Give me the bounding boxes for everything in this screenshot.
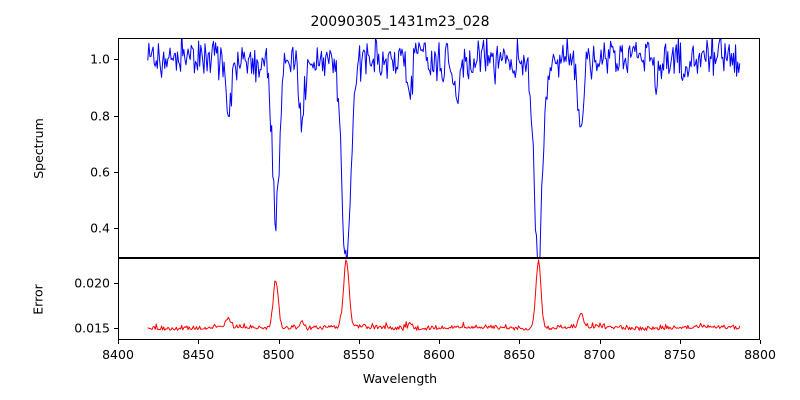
error-plot-panel xyxy=(118,258,760,340)
wavelength-xtick-label: 8600 xyxy=(423,347,455,362)
wavelength-xtick-label: 8550 xyxy=(342,347,375,362)
wavelength-axis-label: Wavelength xyxy=(362,371,438,386)
wavelength-xtick-mark xyxy=(519,340,521,344)
wavelength-xtick-label: 8400 xyxy=(102,347,134,362)
wavelength-xtick-label: 8800 xyxy=(744,347,776,362)
spectrum-ytick-mark xyxy=(114,59,118,61)
wavelength-xtick-label: 8650 xyxy=(503,347,536,362)
wavelength-xtick-mark xyxy=(278,340,280,344)
spectrum-ytick-mark xyxy=(114,115,118,117)
spectrum-ytick-label: 0.4 xyxy=(90,220,110,236)
error-ytick-mark xyxy=(114,283,118,285)
spectrum-plot-panel xyxy=(118,38,760,258)
wavelength-xtick-mark xyxy=(760,340,762,344)
error-ytick-label: 0.015 xyxy=(74,320,110,335)
spectrum-ytick-mark xyxy=(114,172,118,174)
error-line xyxy=(147,259,741,331)
error-ytick-mark xyxy=(114,327,118,329)
wavelength-xtick-mark xyxy=(198,340,200,344)
spectrum-curve-canvas xyxy=(147,39,741,257)
wavelength-xtick-mark xyxy=(679,340,681,344)
wavelength-xtick-label: 8750 xyxy=(663,347,696,362)
error-curve-canvas xyxy=(147,259,741,331)
wavelength-xtick-label: 8700 xyxy=(583,347,616,362)
spectrum-line xyxy=(147,39,741,257)
error-ytick-label: 0.020 xyxy=(74,275,110,291)
wavelength-xtick-mark xyxy=(599,340,601,344)
spectrum-ytick-label: 1.0 xyxy=(90,51,110,67)
spectrum-ytick-mark xyxy=(114,228,118,230)
wavelength-xtick-label: 8500 xyxy=(262,347,295,362)
wavelength-xtick-mark xyxy=(358,340,360,344)
wavelength-xtick-label: 8450 xyxy=(182,347,215,362)
spectrum-ytick-label: 0.8 xyxy=(90,108,110,124)
spectrum-ytick-label: 0.6 xyxy=(90,164,110,180)
wavelength-xtick-mark xyxy=(439,340,441,344)
figure-title: 20090305_1431m23_028 xyxy=(310,14,490,30)
wavelength-xtick-mark xyxy=(118,340,120,344)
